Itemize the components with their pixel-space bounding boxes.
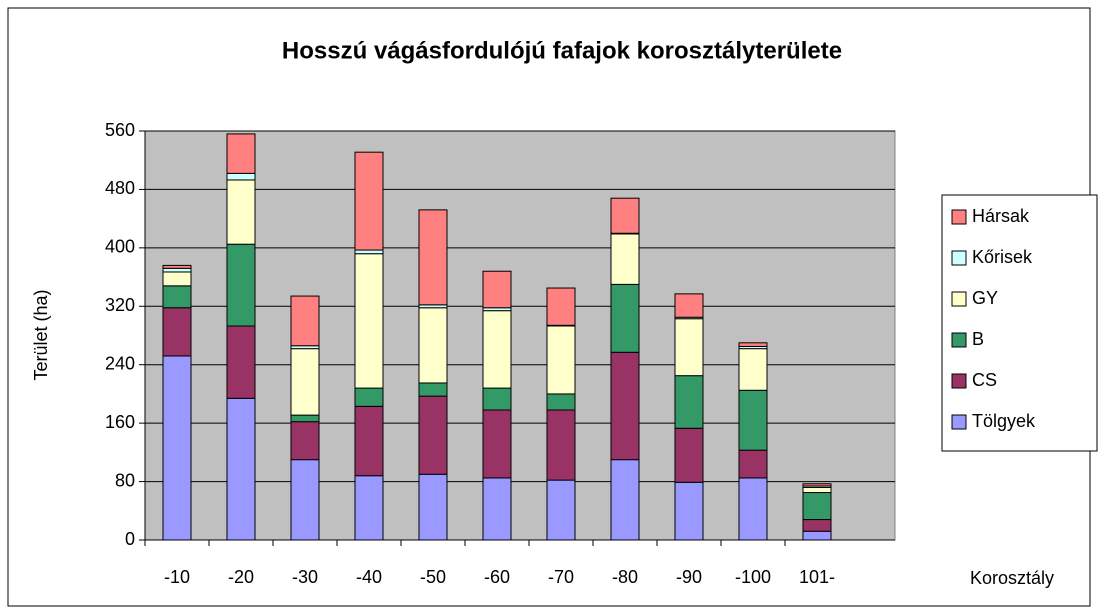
legend-swatch bbox=[951, 414, 967, 430]
bar-segment bbox=[802, 492, 832, 521]
legend-label: B bbox=[972, 329, 984, 349]
x-tick-label: -60 bbox=[484, 567, 510, 587]
legend-swatch bbox=[951, 209, 967, 225]
y-tick-label: 0 bbox=[125, 529, 135, 549]
bar-segment bbox=[674, 375, 704, 429]
bar-segment bbox=[674, 427, 704, 483]
bar-segment bbox=[418, 209, 448, 306]
bar-segment bbox=[802, 483, 832, 487]
legend-label: GY bbox=[972, 288, 998, 308]
x-tick-label: 101- bbox=[799, 567, 835, 587]
bar-segment bbox=[674, 293, 704, 318]
bar-segment bbox=[610, 351, 640, 461]
x-tick-label: -70 bbox=[548, 567, 574, 587]
bar-segment bbox=[418, 382, 448, 397]
legend-swatch bbox=[951, 373, 967, 389]
bar-segment bbox=[738, 477, 768, 541]
x-tick-label: -100 bbox=[735, 567, 771, 587]
bar-segment bbox=[418, 395, 448, 475]
bar-segment bbox=[610, 283, 640, 353]
x-tick-label: -20 bbox=[228, 567, 254, 587]
chart-title: Hosszú vágásfordulójú fafajok korosztály… bbox=[282, 37, 842, 64]
bar-segment bbox=[290, 414, 320, 423]
bar-segment bbox=[226, 325, 256, 399]
bar-segment bbox=[290, 421, 320, 461]
bar-segment bbox=[226, 397, 256, 541]
bar-segment bbox=[354, 151, 384, 251]
bar-segment bbox=[738, 348, 768, 391]
legend-label: Hársak bbox=[972, 206, 1030, 226]
legend-swatch bbox=[951, 332, 967, 348]
y-axis-title: Terület (ha) bbox=[31, 289, 51, 380]
bar-segment bbox=[738, 342, 768, 347]
y-tick-label: 400 bbox=[105, 237, 135, 257]
bar-segment bbox=[802, 486, 832, 494]
bar-segment bbox=[354, 249, 384, 255]
bar-segment bbox=[162, 285, 192, 309]
bar-segment bbox=[482, 477, 512, 541]
bar-segment bbox=[226, 172, 256, 181]
bar-segment bbox=[482, 310, 512, 389]
bar-segment bbox=[674, 318, 704, 377]
x-tick-label: -40 bbox=[356, 567, 382, 587]
y-tick-label: 560 bbox=[105, 120, 135, 140]
bar-segment bbox=[162, 271, 192, 287]
bar-segment bbox=[546, 393, 576, 411]
legend-box bbox=[941, 194, 1098, 452]
y-tick-label: 320 bbox=[105, 295, 135, 315]
bar-segment bbox=[226, 133, 256, 174]
bar-segment bbox=[354, 475, 384, 541]
bar-segment bbox=[738, 389, 768, 451]
bar-segment bbox=[162, 307, 192, 357]
y-tick-label: 160 bbox=[105, 412, 135, 432]
bar-segment bbox=[162, 264, 192, 269]
bar-segment bbox=[482, 409, 512, 479]
bar-segment bbox=[162, 355, 192, 541]
x-axis-title: Korosztály bbox=[970, 568, 1054, 588]
bar-segment bbox=[418, 473, 448, 541]
legend-label: CS bbox=[972, 370, 997, 390]
bar-segment bbox=[482, 270, 512, 309]
bar-segment bbox=[674, 481, 704, 541]
bar-segment bbox=[546, 479, 576, 541]
x-tick-label: -30 bbox=[292, 567, 318, 587]
y-tick-label: 240 bbox=[105, 353, 135, 373]
y-tick-label: 480 bbox=[105, 178, 135, 198]
legend-swatch bbox=[951, 291, 967, 307]
bar-segment bbox=[610, 233, 640, 285]
bar-segment bbox=[290, 459, 320, 541]
bar-segment bbox=[354, 253, 384, 389]
bar-segment bbox=[354, 387, 384, 407]
y-tick-label: 80 bbox=[115, 470, 135, 490]
bar-segment bbox=[418, 307, 448, 384]
legend-label: Kőrisek bbox=[972, 247, 1033, 267]
x-tick-label: -10 bbox=[164, 567, 190, 587]
legend-swatch bbox=[951, 250, 967, 266]
bar-segment bbox=[610, 459, 640, 541]
bar-segment bbox=[546, 409, 576, 481]
bar-segment bbox=[802, 530, 832, 541]
bar-segment bbox=[482, 387, 512, 411]
bar-segment bbox=[546, 325, 576, 395]
plot-area bbox=[144, 130, 896, 541]
bar-segment bbox=[546, 287, 576, 326]
bar-segment bbox=[738, 449, 768, 479]
bar-segment bbox=[226, 179, 256, 245]
bar-segment bbox=[162, 267, 192, 273]
bar-segment bbox=[226, 243, 256, 327]
bar-segment bbox=[802, 519, 832, 532]
x-tick-label: -90 bbox=[676, 567, 702, 587]
x-tick-label: -80 bbox=[612, 567, 638, 587]
bar-segment bbox=[354, 405, 384, 477]
bar-segment bbox=[290, 348, 320, 416]
legend-label: Tölgyek bbox=[972, 411, 1036, 431]
bar-segment bbox=[290, 295, 320, 347]
x-tick-label: -50 bbox=[420, 567, 446, 587]
bar-segment bbox=[610, 197, 640, 234]
